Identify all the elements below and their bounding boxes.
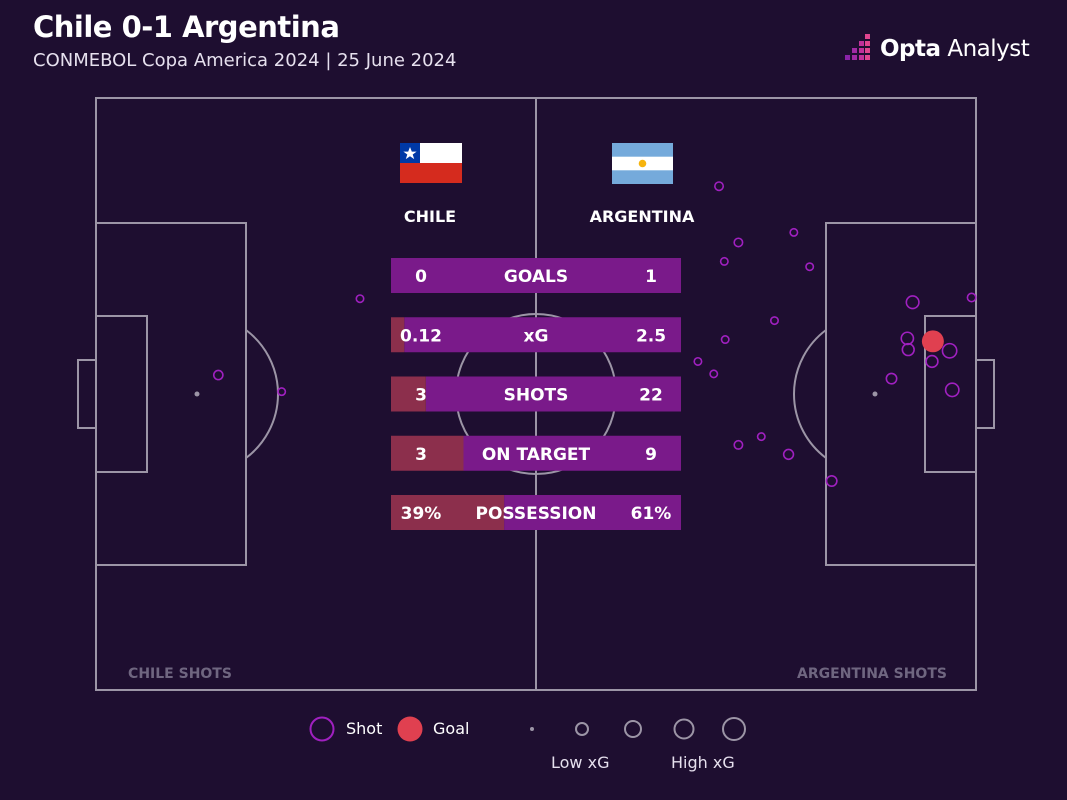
bar-chile-shots [391, 376, 426, 412]
logo-text-regular: Analyst [940, 36, 1030, 62]
shot-argentina-13 [885, 372, 898, 385]
opta-analyst-logo: Opta Analyst [843, 34, 1033, 66]
right-penalty-arc [793, 329, 827, 459]
shot-argentina-7 [789, 227, 799, 237]
bar-argentina-xg [404, 317, 681, 353]
value-argentina-possession: 61% [631, 504, 672, 524]
left-six-yard-box [95, 315, 148, 473]
legend-xg-size-3 [624, 720, 642, 738]
left-goal [77, 359, 97, 429]
shot-argentina-5 [693, 356, 703, 366]
value-argentina-goals: 1 [645, 267, 657, 287]
shot-argentina-21 [966, 292, 977, 303]
label-xg: xG [524, 326, 549, 346]
legend-goal-label: Goal [433, 719, 470, 738]
stat-bars: 0 GOALS 1 0.12 xG 2.5 3 SHOTS 22 3 ON TARGET 9 39% PO… [391, 258, 681, 530]
bar-chile-xg [391, 317, 405, 353]
value-chile-possession: 39% [401, 504, 442, 524]
bar-argentina-goals [391, 258, 681, 293]
opta-logo-icon [845, 34, 870, 60]
shot-argentina-8 [805, 262, 815, 272]
legend-xg-size-4 [673, 718, 695, 740]
right-penalty-spot [872, 391, 878, 397]
argentina-flag-icon [612, 143, 673, 184]
left-penalty-area [95, 222, 247, 566]
legend-high-xg-label: High xG [671, 753, 735, 772]
shot-map [212, 181, 977, 488]
legend-xg-size-5 [722, 717, 746, 741]
shot-argentina-15 [905, 295, 920, 310]
shot-argentina-16 [901, 342, 915, 357]
value-chile-shots: 3 [415, 386, 427, 406]
shot-argentina-14 [900, 331, 915, 346]
legend-goal-marker [397, 716, 423, 742]
shot-argentina-19 [941, 342, 958, 359]
chile-shots-label: CHILE SHOTS [128, 666, 232, 682]
value-argentina-on-target: 9 [645, 445, 657, 465]
shot-argentina-4 [720, 335, 730, 345]
shot-argentina-0 [714, 181, 725, 192]
bar-argentina-shots [425, 376, 681, 412]
bar-chile-possession [391, 495, 505, 530]
shot-chile-2 [355, 294, 365, 304]
value-argentina-xg: 2.5 [636, 326, 666, 346]
label-shots: SHOTS [504, 386, 569, 406]
label-goals: GOALS [504, 267, 568, 287]
bar-argentina-possession [504, 495, 681, 530]
legend-shot-marker [309, 716, 335, 742]
shot-chile-1 [277, 387, 287, 397]
right-penalty-area [825, 222, 977, 566]
legend-xg-size-1 [530, 727, 534, 731]
chile-flag-icon [400, 143, 462, 183]
shot-argentina-11 [782, 448, 795, 461]
value-chile-xg: 0.12 [400, 326, 442, 346]
page-title: Chile 0-1 Argentina [33, 10, 340, 44]
away-team-name: ARGENTINA [590, 207, 695, 226]
shot-argentina-12 [825, 475, 838, 488]
shot-argentina-2 [733, 237, 744, 248]
legend-low-xg-label: Low xG [551, 753, 610, 772]
shot-argentina-1 [719, 256, 729, 266]
bar-chile-on-target [391, 435, 464, 471]
label-possession: POSSESSION [476, 504, 597, 524]
shot-argentina-18 [925, 354, 939, 369]
right-goal [975, 359, 995, 429]
bar-argentina-on-target [463, 435, 681, 471]
shot-argentina-10 [769, 316, 779, 326]
value-argentina-shots: 22 [639, 386, 663, 406]
shot-chile-0 [212, 369, 224, 381]
legend-xg-size-2 [575, 722, 589, 736]
page-subtitle: CONMEBOL Copa America 2024 | 25 June 202… [33, 50, 457, 71]
shot-argentina-6 [709, 369, 719, 379]
label-on-target: ON TARGET [482, 445, 591, 465]
left-penalty-spot [194, 391, 200, 397]
logo-text-bold: Opta [880, 36, 941, 62]
shot-argentina-20 [944, 382, 960, 398]
legend-shot-label: Shot [346, 719, 383, 738]
goal-argentina-17 [921, 330, 944, 353]
home-team-name: CHILE [404, 207, 456, 226]
left-penalty-arc [245, 329, 279, 459]
value-chile-goals: 0 [415, 267, 427, 287]
shot-argentina-3 [733, 439, 744, 450]
argentina-shots-label: ARGENTINA SHOTS [797, 666, 947, 682]
value-chile-on-target: 3 [415, 445, 427, 465]
shot-argentina-9 [756, 432, 766, 442]
